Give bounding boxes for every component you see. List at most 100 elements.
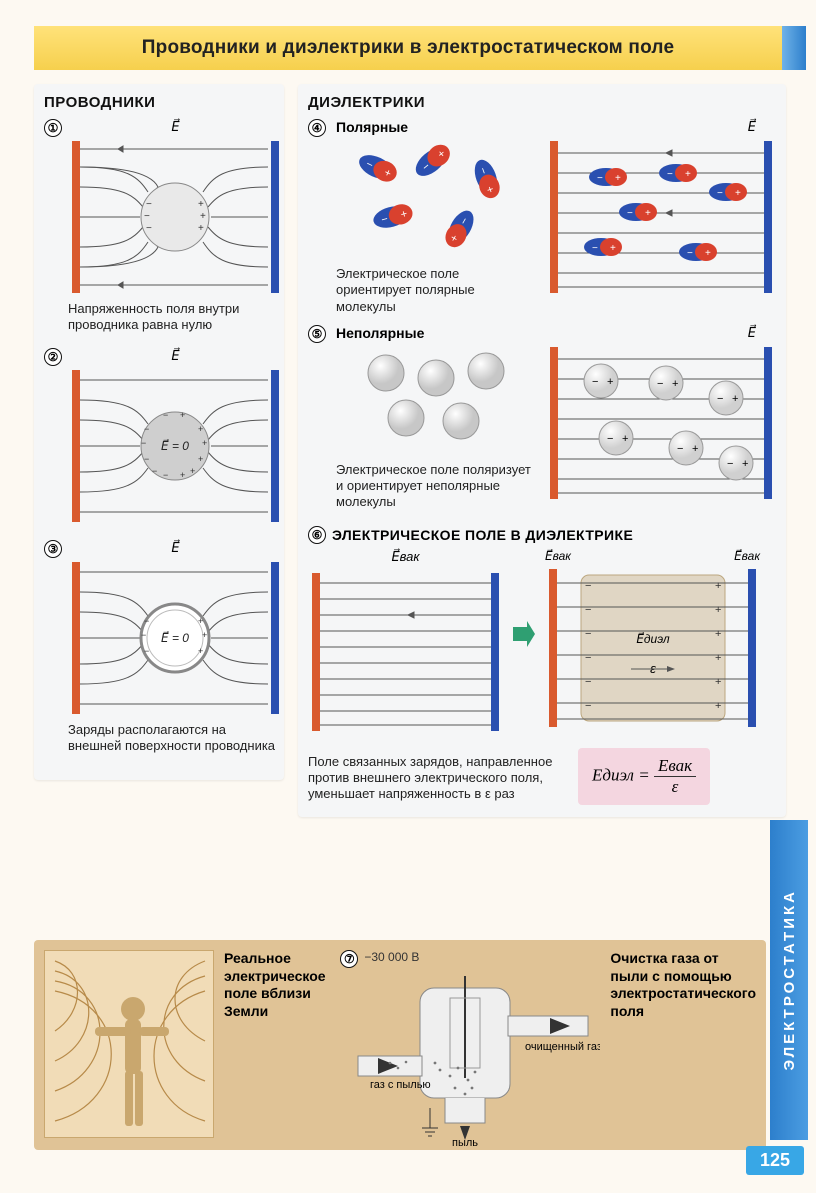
svg-text:−: − xyxy=(152,466,157,476)
svg-text:+: + xyxy=(715,604,721,616)
figure-4-number: ④ xyxy=(308,119,326,137)
figure-3-inner: E⃗ = 0 xyxy=(161,630,189,644)
figure-3-caption: Заряды располагаются на внешней поверхно… xyxy=(68,722,283,755)
svg-text:+: + xyxy=(672,378,678,390)
dielectrics-title: ДИЭЛЕКТРИКИ xyxy=(308,94,776,111)
figure-6-number: ⑥ xyxy=(308,526,326,544)
svg-text:−: − xyxy=(144,211,150,222)
svg-text:+: + xyxy=(715,652,721,664)
svg-text:+: + xyxy=(615,173,621,184)
conductors-panel: ПРОВОДНИКИ ① E⃗ xyxy=(34,84,284,780)
svg-text:+: + xyxy=(645,208,651,219)
svg-text:+: + xyxy=(202,438,207,448)
svg-text:−: − xyxy=(677,443,683,455)
svg-text:+: + xyxy=(705,248,711,259)
dielectrics-panel: ДИЭЛЕКТРИКИ ④ Полярные −+ −+ −+ −+ xyxy=(298,84,786,817)
side-tab-label: ЭЛЕКТРОСТАТИКА xyxy=(781,889,798,1071)
figure-1-vec-label: E⃗ xyxy=(68,119,283,135)
svg-text:−: − xyxy=(585,676,591,688)
figure-6-diel-label: E⃗диэл xyxy=(636,631,670,645)
figure-5-molecules-svg xyxy=(336,343,526,453)
figure-3-vec-label: E⃗ xyxy=(68,540,283,556)
label-dust: пыль xyxy=(452,1137,478,1148)
page-header: Проводники и диэлектрики в электростатич… xyxy=(34,26,782,70)
side-tab: ЭЛЕКТРОСТАТИКА xyxy=(770,820,808,1140)
svg-text:−: − xyxy=(585,604,591,616)
svg-text:−: − xyxy=(141,630,146,640)
svg-text:+: + xyxy=(742,458,748,470)
figure-1-svg: −−− +++ xyxy=(68,137,283,297)
svg-text:−: − xyxy=(146,223,152,234)
figure-6-right-vac: E⃗вак xyxy=(545,549,571,563)
svg-text:−: − xyxy=(585,700,591,712)
page-title: Проводники и диэлектрики в электростатич… xyxy=(142,37,674,59)
figure-2: ② E⃗ xyxy=(44,348,274,526)
svg-text:−: − xyxy=(144,424,149,434)
svg-text:−: − xyxy=(144,454,149,464)
svg-text:+: + xyxy=(180,470,185,480)
header-tab-decor xyxy=(782,26,806,70)
svg-text:−: − xyxy=(141,438,146,448)
svg-text:+: + xyxy=(198,199,204,210)
svg-text:−: − xyxy=(717,188,723,199)
svg-text:−: − xyxy=(607,433,613,445)
svg-text:+: + xyxy=(715,628,721,640)
figure-2-inner: E⃗ = 0 xyxy=(161,438,189,452)
svg-text:−: − xyxy=(667,169,673,180)
svg-text:−: − xyxy=(597,173,603,184)
figure-5-field-svg: −+ −+ −+ −+ −+ −+ xyxy=(546,343,776,503)
figure-6-right-svg: −−−−−− ++++++ E⃗диэл ε xyxy=(545,563,760,733)
figure-3: ③ E⃗ xyxy=(44,540,274,755)
figure-5-heading: Неполярные xyxy=(336,325,536,341)
svg-text:+: + xyxy=(715,676,721,688)
figure-6: ⑥ ЭЛЕКТРИЧЕСКОЕ ПОЛЕ В ДИЭЛЕКТРИКЕ E⃗вак xyxy=(308,521,776,805)
formula-left: Eдиэл xyxy=(592,765,634,784)
figure-1-caption: Напряженность поля внутри проводника рав… xyxy=(68,301,283,334)
svg-text:+: + xyxy=(610,243,616,254)
figure-2-number: ② xyxy=(44,348,62,366)
svg-text:+: + xyxy=(692,443,698,455)
figure-1-number: ① xyxy=(44,119,62,137)
svg-text:−: − xyxy=(717,393,723,405)
label-gas-in: газ с пылью xyxy=(370,1079,431,1091)
svg-text:+: + xyxy=(198,223,204,234)
svg-text:+: + xyxy=(607,376,613,388)
figure-6-left-label: E⃗вак xyxy=(308,549,503,565)
svg-text:+: + xyxy=(202,630,207,640)
svg-text:+: + xyxy=(198,646,203,656)
page-number: 125 xyxy=(746,1146,804,1175)
figure-3-svg: −−− +++ E⃗ = 0 xyxy=(68,558,283,718)
figure-2-vec-label: E⃗ xyxy=(68,348,283,364)
figure-6-left-svg xyxy=(308,567,503,737)
svg-text:+: + xyxy=(715,700,721,712)
figure-5-caption: Электрическое поле поляризует и ориентир… xyxy=(336,462,536,511)
gas-cleaner-svg: газ с пылью очищенный газ пыль xyxy=(340,968,600,1148)
gas-cleaning-title: Очистка газа от пыли с помощью электрост… xyxy=(610,950,756,1020)
formula-top: Eвак xyxy=(654,756,696,777)
bottom-section: Реальное электрическое поле вблизи Земли… xyxy=(34,940,766,1150)
svg-text:−: − xyxy=(727,458,733,470)
figure-1: ① E⃗ xyxy=(44,119,274,334)
svg-text:−: − xyxy=(585,580,591,592)
svg-text:−: − xyxy=(687,248,693,259)
earth-field-figure xyxy=(44,950,214,1138)
figure-4-vec-label: E⃗ xyxy=(546,119,776,135)
svg-text:+: + xyxy=(190,466,195,476)
figure-3-number: ③ xyxy=(44,540,62,558)
svg-text:+: + xyxy=(198,424,203,434)
svg-text:−: − xyxy=(657,378,663,390)
earth-title: Реальное электрическое поле вблизи Земли xyxy=(224,950,330,1020)
svg-text:−: − xyxy=(163,410,168,420)
svg-text:+: + xyxy=(732,393,738,405)
formula-bottom: ε xyxy=(654,777,696,797)
figure-5: ⑤ Неполярные Электрическое поле поляризу… xyxy=(308,325,776,511)
figure-6-right-vac2: E⃗вак xyxy=(734,549,760,563)
svg-text:−: − xyxy=(146,199,152,210)
svg-text:−: − xyxy=(144,646,149,656)
figure-4-caption: Электрическое поле ориентирует полярные … xyxy=(336,266,536,315)
svg-text:−: − xyxy=(627,208,633,219)
svg-text:−: − xyxy=(592,376,598,388)
svg-text:+: + xyxy=(622,433,628,445)
svg-text:−: − xyxy=(144,616,149,626)
svg-text:+: + xyxy=(735,188,741,199)
